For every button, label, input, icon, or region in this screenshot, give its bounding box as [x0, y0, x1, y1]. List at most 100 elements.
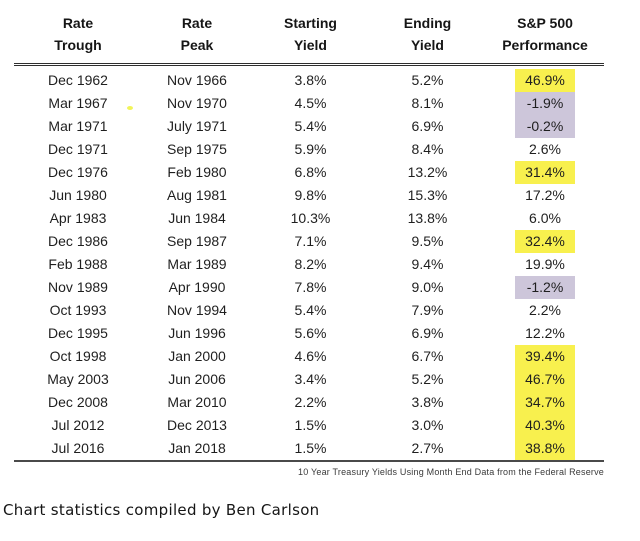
table-row: Jul 2016 Jan 2018 1.5% 2.7% 38.8% [14, 437, 604, 462]
cell-rate-trough: Mar 1967 [48, 95, 108, 111]
header-line: Peak [180, 37, 214, 53]
table-row: Oct 1998 Jan 2000 4.6% 6.7% 39.4% [14, 345, 604, 368]
performance-value: 2.6% [529, 141, 561, 157]
performance-value-highlighted-yellow: 34.7% [515, 391, 575, 414]
cell-ending-yield: 2.7% [369, 437, 486, 462]
cell-sp500-performance: 34.7% [486, 391, 604, 414]
cell-starting-yield: 5.6% [294, 325, 327, 341]
header-line: Starting [284, 15, 337, 31]
cell-sp500-performance: 38.8% [486, 437, 604, 462]
table-row: Dec 2008 Mar 2010 2.2% 3.8% 34.7% [14, 391, 604, 414]
stray-highlight-dot [127, 106, 133, 110]
cell-sp500-performance: -0.2% [486, 115, 604, 138]
cell-rate-trough: Oct 1998 [49, 348, 107, 364]
cell-starting-yield: 3.4% [294, 371, 327, 387]
performance-value-highlighted-purple: -0.2% [515, 115, 575, 138]
cell-starting-yield: 8.2% [294, 256, 327, 272]
header-line: Ending [403, 15, 452, 31]
cell-rate-peak: Nov 1970 [167, 95, 227, 111]
table-row: Mar 1967 Nov 1970 4.5% 8.1% -1.9% [14, 92, 604, 115]
cell-sp500-performance: -1.2% [486, 276, 604, 299]
cell-rate-trough: Dec 1962 [48, 72, 108, 88]
performance-value-highlighted-purple: -1.2% [515, 276, 575, 299]
cell-rate-peak: Jan 2018 [142, 437, 252, 462]
cell-starting-yield: 4.6% [294, 348, 327, 364]
cell-rate-trough: Nov 1989 [48, 279, 108, 295]
cell-rate-peak: Jan 2000 [168, 348, 226, 364]
table-row: Apr 1983 Jun 1984 10.3% 13.8% 6.0% [14, 207, 604, 230]
cell-starting-yield: 5.9% [294, 141, 327, 157]
cell-rate-peak: Jun 2006 [168, 371, 226, 387]
cell-starting-yield: 9.8% [294, 187, 327, 203]
cell-ending-yield: 5.2% [411, 72, 444, 88]
image-caption: Chart statistics compiled by Ben Carlson [3, 501, 320, 519]
header-rate-trough: Rate Trough [14, 6, 142, 66]
table-body: Dec 1962 Nov 1966 3.8% 5.2% 46.9% Mar 1967 Nov… [14, 65, 604, 462]
cell-rate-trough: Apr 1983 [49, 210, 107, 226]
cell-rate-trough: Dec 1976 [48, 164, 108, 180]
table-row: Dec 1995 Jun 1996 5.6% 6.9% 12.2% [14, 322, 604, 345]
cell-sp500-performance: 12.2% [486, 322, 604, 345]
cell-rate-peak: Nov 1966 [167, 72, 227, 88]
header-rate-peak: Rate Peak [142, 6, 252, 66]
cell-rate-trough: Jul 2016 [14, 437, 142, 462]
performance-value: 19.9% [525, 256, 565, 272]
header-ending-yield: Ending Yield [369, 6, 486, 66]
performance-value-highlighted-yellow: 46.7% [515, 368, 575, 391]
performance-value-highlighted-yellow: 32.4% [515, 230, 575, 253]
cell-ending-yield: 5.2% [411, 371, 444, 387]
cell-sp500-performance: 40.3% [486, 414, 604, 437]
table-row: Dec 1971 Sep 1975 5.9% 8.4% 2.6% [14, 138, 604, 161]
cell-ending-yield: 13.8% [407, 210, 448, 226]
performance-value-highlighted-yellow: 31.4% [515, 161, 575, 184]
cell-rate-peak: Mar 1989 [167, 256, 227, 272]
header-line: Yield [411, 37, 444, 53]
cell-sp500-performance: 39.4% [486, 345, 604, 368]
cell-rate-peak: Jun 1996 [168, 325, 226, 341]
cell-starting-yield: 1.5% [294, 417, 327, 433]
cell-rate-peak: Aug 1981 [167, 187, 227, 203]
cell-rate-trough: Dec 1986 [48, 233, 108, 249]
cell-ending-yield: 3.8% [411, 394, 444, 410]
table-row: Dec 1962 Nov 1966 3.8% 5.2% 46.9% [14, 65, 604, 92]
cell-rate-peak: Jun 1984 [168, 210, 226, 226]
header-row: Rate Trough Rate Peak Starting Yield End… [14, 6, 604, 66]
cell-sp500-performance: 46.9% [486, 65, 604, 92]
header-line: Rate [181, 15, 213, 31]
table-row: Dec 1976 Feb 1980 6.8% 13.2% 31.4% [14, 161, 604, 184]
cell-rate-trough: Dec 1995 [48, 325, 108, 341]
cell-rate-peak: Mar 2010 [167, 394, 227, 410]
table-row: Jul 2012 Dec 2013 1.5% 3.0% 40.3% [14, 414, 604, 437]
cell-rate-peak: July 1971 [167, 118, 227, 134]
treasury-yield-table: Rate Trough Rate Peak Starting Yield End… [14, 6, 604, 477]
cell-ending-yield: 9.4% [411, 256, 444, 272]
cell-rate-trough: Dec 2008 [48, 394, 108, 410]
cell-rate-peak: Dec 2013 [167, 417, 227, 433]
header-line: Yield [294, 37, 327, 53]
table-row: May 2003 Jun 2006 3.4% 5.2% 46.7% [14, 368, 604, 391]
cell-sp500-performance: 32.4% [486, 230, 604, 253]
cell-rate-peak: Sep 1975 [167, 141, 227, 157]
performance-value: 6.0% [529, 210, 561, 226]
cell-rate-trough: May 2003 [47, 371, 109, 387]
performance-value: 12.2% [525, 325, 565, 341]
table-header: Rate Trough Rate Peak Starting Yield End… [14, 6, 604, 66]
cell-ending-yield: 6.9% [411, 118, 444, 134]
cell-starting-yield: 3.8% [294, 72, 327, 88]
cell-rate-peak: Sep 1987 [167, 233, 227, 249]
cell-starting-yield: 10.3% [290, 210, 331, 226]
cell-ending-yield: 8.1% [411, 95, 444, 111]
cell-sp500-performance: -1.9% [486, 92, 604, 115]
performance-value-highlighted-yellow: 40.3% [515, 414, 575, 437]
cell-ending-yield: 6.9% [411, 325, 444, 341]
cell-ending-yield: 8.4% [411, 141, 444, 157]
cell-starting-yield: 1.5% [252, 437, 369, 462]
cell-starting-yield: 5.4% [294, 118, 327, 134]
cell-ending-yield: 3.0% [411, 417, 444, 433]
rates-performance-table: Rate Trough Rate Peak Starting Yield End… [14, 6, 604, 462]
cell-rate-peak: Apr 1990 [168, 279, 226, 295]
cell-rate-trough: Mar 1971 [48, 118, 108, 134]
cell-sp500-performance: 19.9% [486, 253, 604, 276]
table-row: Dec 1986 Sep 1987 7.1% 9.5% 32.4% [14, 230, 604, 253]
table-row: Feb 1988 Mar 1989 8.2% 9.4% 19.9% [14, 253, 604, 276]
